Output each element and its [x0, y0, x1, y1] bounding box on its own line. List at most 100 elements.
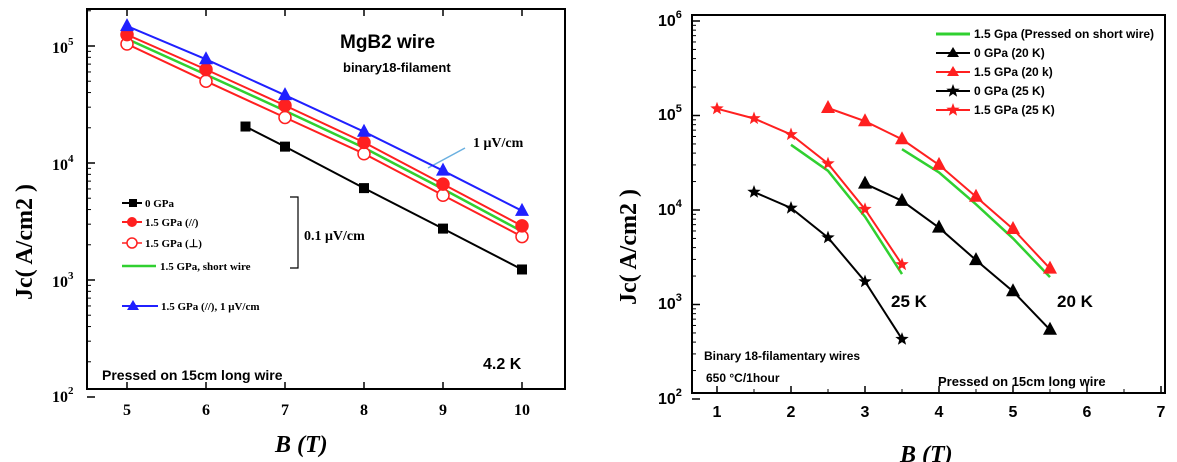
- left-point-s0-2: [359, 183, 369, 194]
- right-y-tick-1e3: 103: [658, 292, 682, 313]
- left-chart-subtitle: binary18-filament: [343, 60, 451, 75]
- left-y-axis-title: Jc( A/cm2 ): [12, 184, 38, 300]
- right-x-tick-6: 6: [1083, 404, 1092, 421]
- right-point-s4-1: [747, 111, 761, 125]
- right-point-s2-2: [895, 131, 909, 145]
- left-x-tick-6: 6: [202, 402, 210, 419]
- right-axes: [679, 20, 1162, 400]
- right-x-tick-3: 3: [861, 404, 870, 421]
- left-legend-marker-1: [127, 217, 137, 227]
- right-point-s2-3: [932, 156, 946, 170]
- left-point-s2-3: [357, 146, 371, 161]
- left-chart: 5 6 7 8 9 10 102 103 104 105 B (T) Jc( A…: [12, 8, 566, 458]
- right-x-tick-2: 2: [787, 404, 796, 421]
- left-point-s1-4: [436, 177, 450, 191]
- left-y-tick-1e3: 103: [52, 270, 74, 291]
- left-series-line-1: [126, 33, 523, 227]
- right-note-1: Binary 18-filamentary wires: [704, 349, 860, 363]
- right-series-line-0-seg0: [790, 143, 904, 275]
- left-legend-label-0: 0 GPa: [145, 198, 175, 210]
- right-legend-label-3: 0 GPa (25 K): [974, 84, 1045, 98]
- right-point-s1-0: [858, 175, 872, 189]
- left-y-tick-1e5: 105: [52, 36, 74, 57]
- left-point-s0-0: [240, 121, 251, 132]
- left-point-s4-2: [278, 87, 292, 101]
- left-legend-marker-0: [129, 199, 137, 207]
- left-criterion-leader: [427, 147, 466, 169]
- right-y-tick-1e2: 102: [658, 387, 682, 408]
- left-point-s1-1: [199, 62, 213, 77]
- right-point-s4-4: [858, 202, 872, 215]
- right-legend-label-0: 1.5 Gpa (Pressed on short wire): [974, 27, 1154, 41]
- left-point-s2-2: [278, 110, 292, 125]
- right-legend-label-4: 1.5 GPa (25 K): [974, 103, 1055, 117]
- left-note: Pressed on 15cm long wire: [102, 367, 283, 383]
- left-legend-label-3: 1.5 GPa, short wire: [160, 261, 251, 273]
- right-series-line-1: [864, 182, 1051, 331]
- right-label-20k: 20 K: [1057, 292, 1094, 311]
- right-point-s3-0: [747, 185, 761, 198]
- left-criterion-high: 1 μV/cm: [473, 136, 524, 151]
- right-legend-marker-3: [946, 84, 960, 97]
- left-legend-marker-4: [127, 300, 139, 310]
- left-temperature: 4.2 K: [483, 356, 522, 373]
- left-x-axis-title: B (T): [274, 432, 328, 458]
- left-legend-label-1: 1.5 GPa (//): [145, 217, 199, 229]
- right-point-s4-0: [710, 101, 724, 115]
- left-x-tick-7: 7: [281, 402, 289, 419]
- right-x-tick-5: 5: [1009, 404, 1018, 421]
- left-point-s2-1: [199, 74, 213, 88]
- right-point-s2-1: [858, 113, 872, 127]
- right-point-s4-5: [895, 257, 909, 271]
- right-point-s2-4: [969, 188, 983, 202]
- left-point-s0-3: [438, 223, 448, 234]
- right-point-s2-6: [1043, 260, 1057, 274]
- right-plot-frame: [691, 14, 1166, 394]
- right-point-s1-3: [969, 252, 983, 266]
- left-x-tick-9: 9: [439, 402, 447, 419]
- right-series-group: [710, 100, 1057, 345]
- left-series-line-3: [126, 37, 523, 233]
- right-legend-marker-4: [946, 103, 960, 116]
- right-point-s3-3: [858, 274, 872, 288]
- left-x-tick-10: 10: [514, 402, 530, 419]
- right-x-axis-title: B (T): [899, 442, 953, 462]
- left-point-s4-4: [436, 162, 450, 176]
- right-note-3: Pressed on 15cm long wire: [938, 374, 1106, 389]
- right-point-s3-1: [784, 201, 798, 214]
- left-legend-bracket: [290, 196, 299, 269]
- left-point-s4-5: [515, 202, 529, 216]
- left-point-s4-3: [357, 123, 371, 137]
- left-point-s4-1: [199, 51, 213, 65]
- left-legend-label-2: 1.5 GPa (⊥): [145, 238, 202, 250]
- left-axes: [87, 9, 523, 398]
- right-series-line-0-seg1: [901, 148, 1051, 278]
- left-series-line-4: [126, 25, 523, 212]
- left-point-s2-4: [436, 188, 450, 203]
- right-point-s4-2: [784, 127, 798, 141]
- right-x-tick-7: 7: [1157, 404, 1166, 421]
- left-point-s0-4: [517, 264, 527, 275]
- left-x-tick-5: 5: [123, 402, 131, 419]
- left-legend-label-4: 1.5 GPa (//), 1 μV/cm: [161, 301, 260, 313]
- right-note-2: 650 °C/1hour: [706, 371, 780, 385]
- left-point-s1-5: [515, 219, 529, 233]
- right-point-s1-1: [895, 192, 909, 206]
- left-series-line-2: [126, 43, 523, 238]
- right-x-tick-1: 1: [713, 404, 722, 421]
- right-point-s3-2: [821, 230, 835, 244]
- right-point-s3-4: [895, 332, 909, 345]
- right-legend-marker-1: [947, 47, 959, 57]
- right-legend-label-2: 1.5 GPa (20 k): [974, 65, 1053, 79]
- left-point-s4-0: [120, 18, 134, 32]
- left-legend-marker-2: [126, 237, 138, 249]
- left-y-tick-1e4: 104: [52, 153, 74, 174]
- left-criterion-low: 0.1 μV/cm: [304, 229, 365, 244]
- right-point-s2-5: [1006, 220, 1020, 234]
- right-legend-label-1: 0 GPa (20 K): [974, 46, 1045, 60]
- left-y-tick-1e2: 102: [52, 385, 74, 406]
- left-chart-title: MgB2 wire: [340, 32, 435, 53]
- right-point-s4-3: [821, 156, 835, 170]
- left-legend: 0 GPa 1.5 GPa (//) 1.5 GPa (⊥) 1.5 GPa, …: [122, 198, 260, 313]
- right-series-line-4: [716, 107, 903, 266]
